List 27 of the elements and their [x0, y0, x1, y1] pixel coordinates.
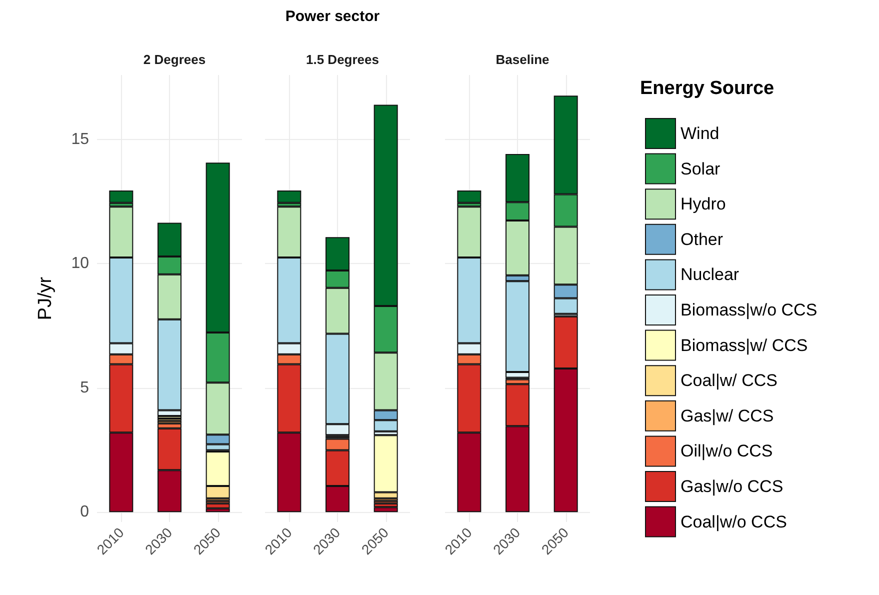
legend-label: Coal|w/o CCS [680, 512, 787, 532]
legend-label: Biomass|w/o CCS [680, 300, 818, 320]
y-axis-title: PJ/yr [35, 276, 56, 320]
legend-label: Solar [680, 159, 721, 178]
bar [277, 190, 302, 203]
legend-label: Gas|w/o CCS [680, 477, 784, 496]
legend-label: Wind [680, 124, 720, 143]
chart-title: Power sector [285, 8, 380, 25]
legend-title: Energy Source [640, 78, 774, 99]
legend-label: Hydro [680, 194, 726, 214]
y-tick-label: 15 [71, 131, 90, 148]
legend-label: Nuclear [680, 265, 740, 284]
legend-label: Coal|w/ CCS [680, 371, 778, 390]
y-tick-label: 0 [80, 504, 90, 521]
bar [206, 503, 230, 508]
legend-label: Gas|w/ CCS [680, 406, 774, 426]
legend-label: Biomass|w/ CCS [680, 336, 808, 355]
bar [109, 190, 134, 203]
chart-subtitle: Baseline [496, 52, 550, 67]
bar [457, 190, 482, 203]
y-tick-label: 5 [80, 379, 90, 396]
y-tick-label: 10 [71, 255, 90, 272]
bar [374, 507, 398, 512]
legend-label: Other [680, 230, 724, 249]
chart-subtitle: 1.5 Degrees [306, 52, 379, 67]
legend-label: Oil|w/o CCS [680, 442, 773, 461]
chart-subtitle: 2 Degrees [143, 52, 206, 67]
